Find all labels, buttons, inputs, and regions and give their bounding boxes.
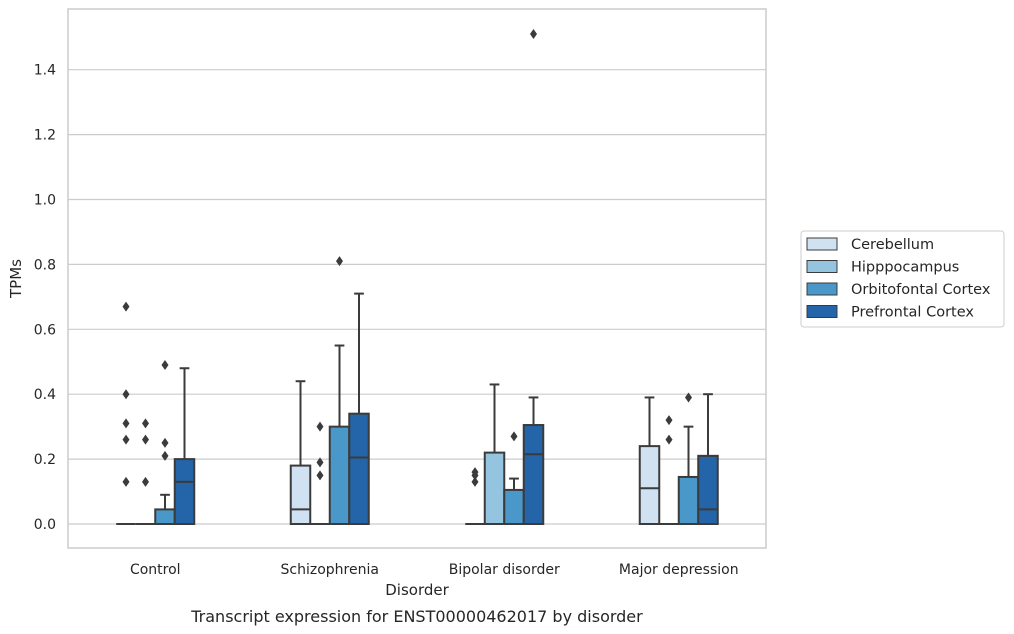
box-orbitofontal-cortex xyxy=(328,256,351,525)
box-body xyxy=(173,458,196,526)
box-series xyxy=(116,29,719,526)
box-body xyxy=(522,424,545,525)
box-body xyxy=(154,508,176,525)
box-body xyxy=(677,475,700,526)
outlier-point xyxy=(161,450,169,461)
box-hipppocampus xyxy=(483,383,506,525)
legend-frame xyxy=(800,230,1005,328)
outlier-point xyxy=(142,418,149,429)
legend: Cerebellum Hipppocampus Orbitofontal Corte… xyxy=(800,230,1005,328)
y-tick-label: 0.6 xyxy=(34,322,56,338)
x-axis-label: Disorder xyxy=(385,581,449,599)
box-hipppocampus xyxy=(310,421,330,525)
box-body xyxy=(638,445,661,525)
box-hipppocampus xyxy=(659,415,679,525)
legend-label: Hipppocampus xyxy=(851,260,959,276)
outlier-point xyxy=(471,476,479,487)
box-body xyxy=(483,451,506,525)
outlier-point xyxy=(122,434,130,445)
legend-label: Cerebellum xyxy=(851,237,934,253)
outlier-point xyxy=(161,359,169,370)
outlier-point xyxy=(161,437,169,448)
box-prefrontal-cortex xyxy=(348,292,370,526)
y-tick-label: 1.4 xyxy=(34,63,56,79)
x-tick-label: Control xyxy=(130,562,181,578)
y-tick-label: 1.0 xyxy=(34,193,56,209)
outlier-point xyxy=(665,434,673,445)
x-axis-ticks: Control Schizophrenia Bipolar disorder Majo… xyxy=(130,562,739,578)
box-orbitofontal-cortex xyxy=(154,359,176,525)
box-prefrontal-cortex xyxy=(697,393,719,526)
y-tick-label: 0.4 xyxy=(34,387,56,403)
box-body xyxy=(348,412,370,526)
box-prefrontal-cortex xyxy=(522,29,545,525)
legend-swatch xyxy=(806,305,838,318)
outlier-point xyxy=(316,457,324,468)
x-tick-label: Bipolar disorder xyxy=(449,562,560,578)
outlier-point xyxy=(316,421,324,432)
outlier-point xyxy=(122,301,130,312)
legend-swatch xyxy=(806,237,838,251)
outlier-point xyxy=(530,29,537,40)
outlier-point xyxy=(122,476,130,487)
y-tick-label: 0.0 xyxy=(34,517,56,533)
y-tick-label: 0.8 xyxy=(34,257,56,273)
box-body xyxy=(503,488,525,525)
chart-caption: Transcript expression for ENST0000046201… xyxy=(190,607,643,626)
legend-label: Orbitofontal Cortex xyxy=(851,282,991,298)
outlier-point xyxy=(471,467,479,478)
x-tick-label: Schizophrenia xyxy=(281,562,379,578)
plot-area-frame xyxy=(67,8,767,549)
box-prefrontal-cortex xyxy=(173,367,196,526)
outlier-point xyxy=(665,415,673,426)
y-axis-label: TPMs xyxy=(7,259,25,299)
outlier-point xyxy=(336,256,343,267)
legend-swatch xyxy=(806,260,838,273)
outlier-point xyxy=(685,392,692,403)
box-body xyxy=(328,425,351,525)
box-cerebellum xyxy=(116,301,136,525)
box-body xyxy=(697,454,719,526)
outlier-point xyxy=(510,431,518,442)
legend-label: Prefrontal Cortex xyxy=(851,305,974,321)
box-cerebellum xyxy=(465,467,485,525)
y-tick-label: 0.2 xyxy=(34,452,56,468)
outlier-point xyxy=(142,434,149,445)
x-tick-label: Major depression xyxy=(619,562,739,578)
box-cerebellum xyxy=(638,396,661,525)
outlier-point xyxy=(122,389,130,400)
legend-swatch xyxy=(806,282,838,296)
y-tick-label: 1.2 xyxy=(34,128,56,144)
y-axis-ticks: 0.0 0.2 0.4 0.6 0.8 1.0 1.2 1.4 xyxy=(34,63,56,533)
box-hipppocampus xyxy=(135,418,156,525)
outlier-point xyxy=(122,418,130,429)
box-cerebellum xyxy=(289,380,312,525)
box-body xyxy=(289,464,312,525)
outlier-point xyxy=(316,470,324,481)
outlier-point xyxy=(142,476,149,487)
